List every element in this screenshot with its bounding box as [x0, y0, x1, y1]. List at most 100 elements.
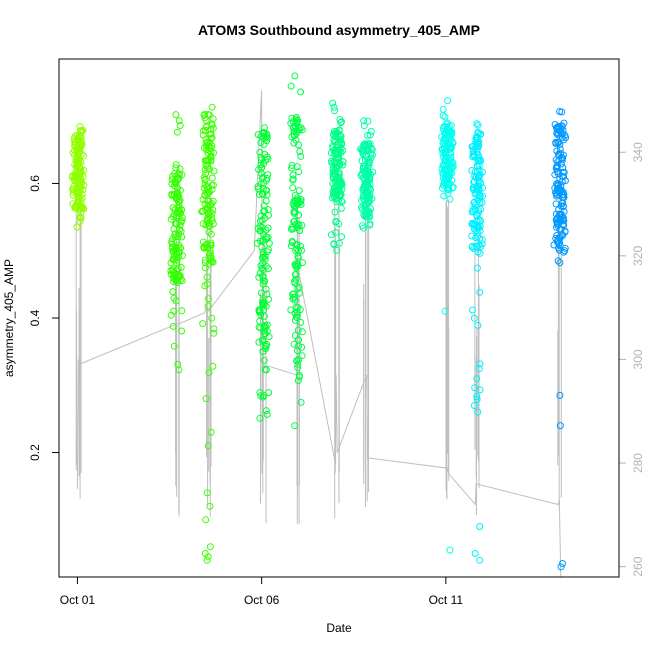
data-point: [327, 149, 335, 157]
data-point: [294, 284, 302, 292]
data-point: [362, 142, 370, 150]
data-point: [175, 193, 183, 200]
data-point: [339, 161, 347, 169]
data-point: [257, 161, 265, 169]
data-point: [294, 326, 302, 334]
data-point: [364, 132, 372, 139]
data-point: [358, 146, 366, 154]
data-point: [332, 229, 339, 236]
data-point: [557, 225, 565, 233]
data-point: [201, 126, 209, 134]
data-point: [258, 216, 266, 224]
data-point: [204, 302, 212, 310]
data-point: [560, 191, 568, 199]
data-point: [262, 407, 270, 415]
data-point: [336, 116, 344, 123]
data-point: [476, 216, 484, 224]
data-point: [170, 342, 178, 350]
data-point: [551, 171, 559, 179]
data-point: [445, 122, 453, 130]
data-point: [362, 213, 370, 221]
data-point: [205, 369, 213, 377]
data-point: [445, 184, 453, 192]
data-point: [288, 237, 296, 245]
data-point: [561, 227, 569, 235]
data-point: [256, 269, 264, 277]
data-point: [174, 279, 182, 286]
data-point: [206, 249, 214, 257]
y-tick-label: 0.2: [28, 444, 42, 461]
data-point: [199, 207, 207, 215]
data-point: [365, 140, 373, 148]
data-point: [330, 130, 337, 138]
data-point: [474, 224, 482, 232]
outlier-point: [206, 543, 214, 551]
data-point: [554, 158, 562, 166]
data-point: [262, 262, 270, 270]
data-point: [332, 129, 340, 137]
data-point: [295, 336, 302, 344]
data-point: [263, 290, 271, 298]
data-point: [556, 108, 564, 115]
data-point: [297, 398, 305, 406]
y-tick-label: 0.4: [28, 309, 42, 326]
data-point: [172, 111, 180, 119]
data-point: [257, 139, 265, 147]
data-point: [257, 311, 265, 319]
scatter-points: [68, 72, 570, 571]
data-point: [77, 184, 85, 192]
data-point: [287, 225, 295, 233]
data-point: [202, 139, 210, 147]
data-point: [262, 197, 270, 205]
x-axis-label: Date: [326, 621, 352, 635]
data-point: [472, 173, 480, 181]
data-point: [364, 117, 372, 125]
data-point: [337, 119, 345, 126]
data-point: [556, 239, 563, 247]
data-point: [202, 161, 210, 169]
outlier-point: [474, 408, 482, 416]
data-point: [333, 198, 341, 206]
data-point: [263, 340, 271, 348]
data-point: [287, 306, 295, 314]
data-point: [295, 222, 303, 230]
data-point: [173, 190, 181, 198]
data-point: [475, 162, 483, 170]
data-point: [330, 241, 338, 248]
data-point: [448, 184, 456, 192]
point-cluster: [287, 72, 306, 430]
data-point: [331, 149, 339, 157]
data-point: [256, 308, 264, 316]
data-point: [475, 129, 483, 137]
data-point: [208, 209, 216, 217]
data-point: [444, 97, 452, 105]
data-point: [561, 177, 569, 185]
data-point: [258, 174, 266, 182]
data-point: [293, 308, 301, 316]
data-point: [69, 200, 77, 208]
data-point: [365, 197, 373, 205]
data-point: [255, 273, 263, 281]
data-point: [294, 364, 302, 372]
data-point: [169, 172, 177, 180]
data-point: [167, 259, 175, 267]
outlier-point: [204, 442, 212, 450]
outlier-point: [557, 563, 565, 571]
outlier-point: [446, 546, 454, 554]
data-point: [555, 240, 563, 247]
data-point: [292, 241, 300, 249]
data-point: [337, 204, 345, 212]
data-point: [77, 209, 85, 217]
data-point: [291, 296, 299, 304]
data-point: [288, 161, 296, 169]
data-point: [295, 187, 303, 195]
data-point: [476, 131, 484, 139]
data-point: [359, 165, 367, 173]
data-point: [363, 177, 371, 185]
data-point: [265, 239, 273, 247]
data-point: [169, 204, 177, 212]
data-point: [170, 294, 178, 302]
data-point: [331, 107, 339, 115]
data-point: [361, 156, 369, 164]
data-point: [440, 162, 448, 170]
